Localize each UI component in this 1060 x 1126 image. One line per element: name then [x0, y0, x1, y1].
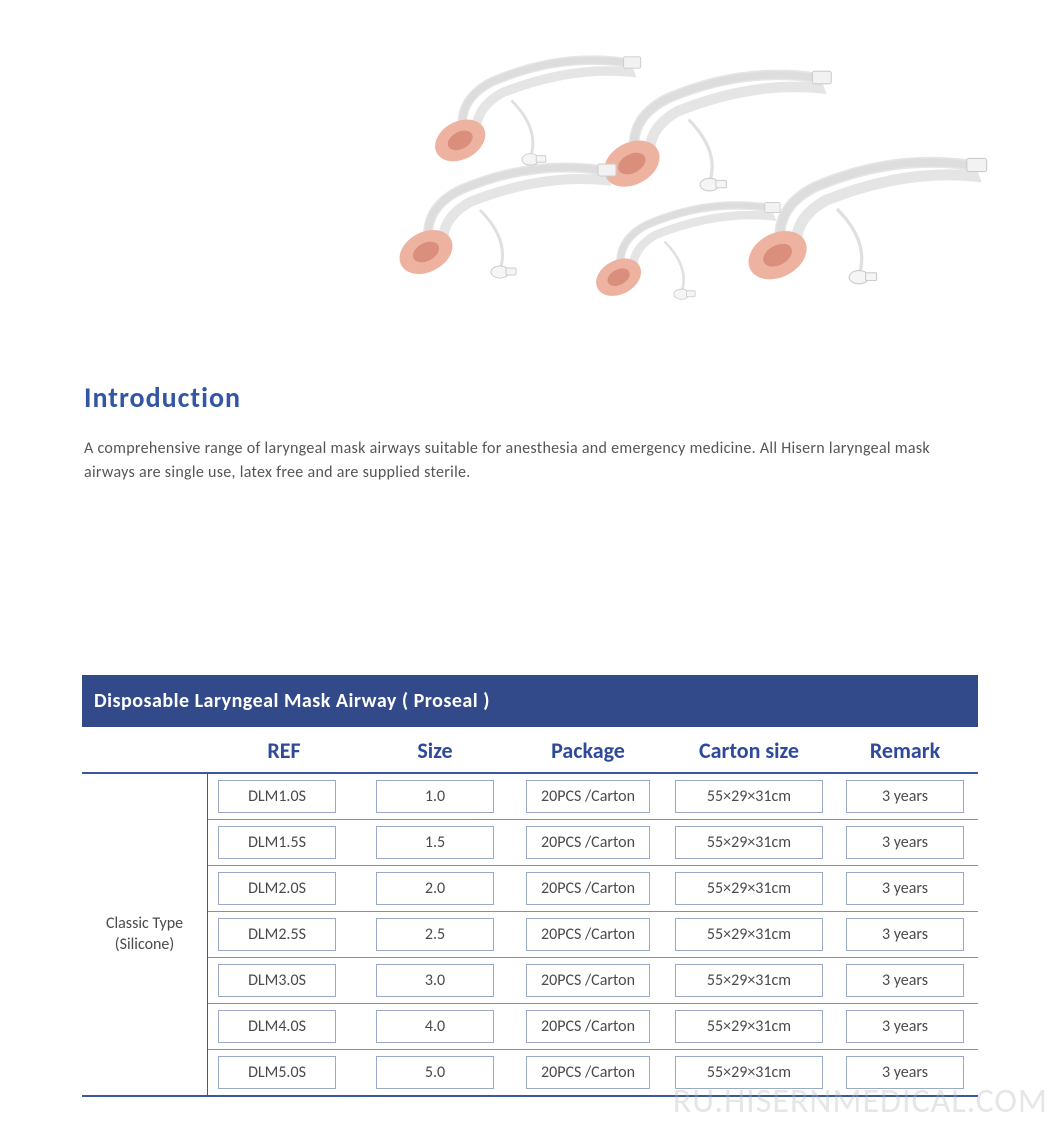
col-header-carton: Carton size	[666, 737, 832, 764]
cell-remark: 3 years	[846, 918, 964, 951]
cell-size: 1.5	[376, 826, 494, 859]
cell-remark: 3 years	[846, 964, 964, 997]
cell-package: 20PCS /Carton	[526, 826, 650, 859]
cell-package: 20PCS /Carton	[526, 918, 650, 951]
product-image	[230, 20, 830, 340]
table-row: DLM4.0S 4.0 20PCS /Carton 55×29×31cm 3 years	[208, 1004, 978, 1050]
table-row: DLM2.5S 2.5 20PCS /Carton 55×29×31cm 3 years	[208, 912, 978, 958]
cell-remark: 3 years	[846, 780, 964, 813]
cell-remark: 3 years	[846, 872, 964, 905]
table-body: Classic Type (Silicone) DLM1.0S 1.0 20PCS …	[82, 772, 978, 1097]
type-label-line1: Classic Type	[106, 914, 183, 935]
cell-package: 20PCS /Carton	[526, 964, 650, 997]
cell-package: 20PCS /Carton	[526, 780, 650, 813]
table-row: DLM3.0S 3.0 20PCS /Carton 55×29×31cm 3 years	[208, 958, 978, 1004]
cell-carton: 55×29×31cm	[675, 964, 823, 997]
spec-table: Disposable Laryngeal Mask Airway ( Prose…	[0, 675, 1060, 1097]
col-header-package: Package	[510, 737, 666, 764]
type-cell: Classic Type (Silicone)	[82, 774, 208, 1095]
cell-carton: 55×29×31cm	[675, 1010, 823, 1043]
cell-remark: 3 years	[846, 826, 964, 859]
cell-size: 2.0	[376, 872, 494, 905]
cell-ref: DLM1.5S	[218, 826, 336, 859]
cell-ref: DLM1.0S	[218, 780, 336, 813]
cell-size: 5.0	[376, 1056, 494, 1089]
intro-title: Introduction	[84, 380, 976, 415]
cell-carton: 55×29×31cm	[675, 826, 823, 859]
cell-size: 4.0	[376, 1010, 494, 1043]
table-column-headers: REF Size Package Carton size Remark	[82, 727, 978, 772]
cell-ref: DLM4.0S	[218, 1010, 336, 1043]
laryngeal-mask-icon	[738, 143, 1002, 297]
cell-size: 3.0	[376, 964, 494, 997]
watermark: RU.HISERNMEDICAL.COM	[673, 1081, 1048, 1122]
col-header-ref: REF	[208, 737, 360, 764]
cell-package: 20PCS /Carton	[526, 872, 650, 905]
cell-ref: DLM3.0S	[218, 964, 336, 997]
intro-text: A comprehensive range of laryngeal mask …	[84, 437, 976, 485]
cell-ref: DLM5.0S	[218, 1056, 336, 1089]
cell-package: 20PCS /Carton	[526, 1010, 650, 1043]
cell-carton: 55×29×31cm	[675, 780, 823, 813]
table-title-bar: Disposable Laryngeal Mask Airway ( Prose…	[82, 675, 978, 727]
table-row: DLM2.0S 2.0 20PCS /Carton 55×29×31cm 3 years	[208, 866, 978, 912]
col-header-remark: Remark	[832, 737, 978, 764]
type-label-line2: (Silicone)	[115, 935, 175, 956]
cell-carton: 55×29×31cm	[675, 872, 823, 905]
table-row: DLM1.0S 1.0 20PCS /Carton 55×29×31cm 3 years	[208, 774, 978, 820]
cell-carton: 55×29×31cm	[675, 918, 823, 951]
cell-remark: 3 years	[846, 1010, 964, 1043]
cell-package: 20PCS /Carton	[526, 1056, 650, 1089]
cell-size: 1.0	[376, 780, 494, 813]
col-header-size: Size	[360, 737, 510, 764]
cell-ref: DLM2.0S	[218, 872, 336, 905]
table-row: DLM1.5S 1.5 20PCS /Carton 55×29×31cm 3 years	[208, 820, 978, 866]
cell-ref: DLM2.5S	[218, 918, 336, 951]
cell-size: 2.5	[376, 918, 494, 951]
